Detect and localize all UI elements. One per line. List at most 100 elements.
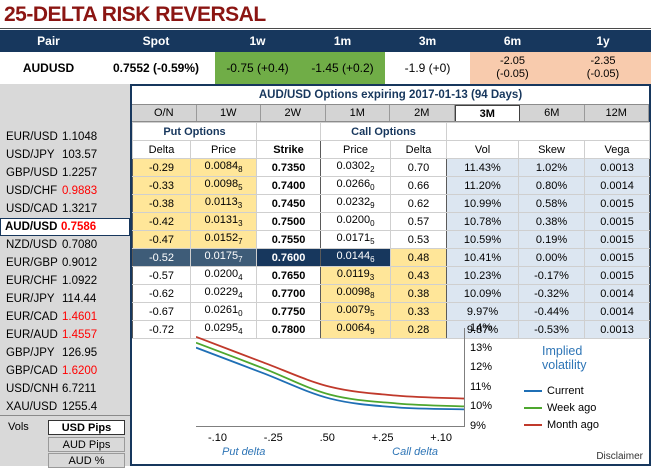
skew: 0.80% <box>518 176 586 195</box>
call-delta: 0.48 <box>390 248 448 267</box>
put-price: 0.01313 <box>189 212 258 231</box>
summary-col-3m: 3m <box>418 34 437 48</box>
option-row[interactable]: -0.33 0.00985 0.7400 0.02660 0.66 11.20%… <box>132 176 651 195</box>
put-price: 0.02610 <box>189 302 258 321</box>
tab-2w[interactable]: 2W <box>261 105 326 121</box>
call-price: 0.01715 <box>320 230 392 249</box>
strike: 0.7400 <box>256 176 322 195</box>
option-row[interactable]: -0.42 0.01313 0.7500 0.02000 0.57 10.78%… <box>132 212 651 231</box>
option-row[interactable]: -0.62 0.02294 0.7700 0.00988 0.38 10.09%… <box>132 284 651 303</box>
put-price: 0.01527 <box>189 230 258 249</box>
tab-on[interactable]: O/N <box>132 105 197 121</box>
put-price: 0.02954 <box>189 320 258 339</box>
col-call-price: Price <box>320 140 392 159</box>
sidebar-pair-usdchf[interactable]: USD/CHF 0.9883 <box>6 185 98 197</box>
vol: 11.20% <box>446 176 520 195</box>
vega: 0.0015 <box>584 248 651 267</box>
skew: 0.38% <box>518 212 586 231</box>
skew: 0.58% <box>518 194 586 213</box>
put-price: 0.00985 <box>189 176 258 195</box>
tab-6m[interactable]: 6M <box>520 105 585 121</box>
sidebar-pair-audusd-selected[interactable]: AUD/USD 0.7586 <box>0 218 130 236</box>
vega: 0.0013 <box>584 320 651 339</box>
legend-title: Implied volatility <box>542 344 587 372</box>
option-row[interactable]: -0.57 0.02004 0.7650 0.01193 0.43 10.23%… <box>132 266 651 285</box>
col-call-delta: Delta <box>390 140 448 159</box>
tab-1m[interactable]: 1M <box>325 105 390 121</box>
sidebar-pair-xauusd[interactable]: XAU/USD 1255.4 <box>0 398 130 416</box>
strike: 0.7800 <box>256 320 322 339</box>
sidebar-pair-gbpusd[interactable]: GBP/USD 1.2257 <box>6 167 98 179</box>
call-options-header: Call Options <box>320 122 448 141</box>
sidebar-pair-eurcad[interactable]: EUR/CAD 1.4601 <box>6 311 98 323</box>
summary-rr-1y-change: (-0.05) <box>586 68 620 80</box>
summary-col-6m: 6m <box>503 34 522 48</box>
tab-3m[interactable]: 3M <box>454 105 520 121</box>
put-price: 0.02004 <box>189 266 258 285</box>
option-row[interactable]: -0.47 0.01527 0.7550 0.01715 0.53 10.59%… <box>132 230 651 249</box>
col-vol: Vol <box>446 140 520 159</box>
put-price: 0.00848 <box>189 158 258 177</box>
tenor-tabs: O/N 1W 2W 1M 2M 3M 6M 12M <box>132 104 649 122</box>
vols-mode-usd-pips[interactable]: USD Pips <box>48 420 125 435</box>
summary-pair-value: AUDUSD <box>22 61 75 75</box>
vols-mode-aud-pct[interactable]: AUD % <box>48 453 125 468</box>
sidebar-pair-usdjpy[interactable]: USD/JPY 103.57 <box>6 149 98 161</box>
summary-rr-6m-change: (-0.05) <box>496 68 529 80</box>
sidebar-pair-eurusd[interactable]: EUR/USD 1.1048 <box>6 131 98 143</box>
disclaimer-link[interactable]: Disclaimer <box>596 451 643 462</box>
sidebar-pair-usdcad[interactable]: USD/CAD 1.3217 <box>6 203 98 215</box>
sidebar-pair-eurgbp[interactable]: EUR/GBP 0.9012 <box>6 257 98 269</box>
sidebar-pair-gbpcad[interactable]: GBP/CAD 1.6200 <box>6 365 98 377</box>
call-price: 0.03022 <box>320 158 392 177</box>
summary-rr-6m-value: -2.05 <box>499 55 526 67</box>
put-delta: -0.57 <box>132 266 191 285</box>
put-options-header: Put Options <box>131 122 258 141</box>
sidebar-pair-gbpjpy[interactable]: GBP/JPY 126.95 <box>6 347 98 359</box>
vol: 10.41% <box>446 248 520 267</box>
week-ago-line-swatch-icon <box>524 406 542 409</box>
strike: 0.7550 <box>256 230 322 249</box>
summary-rr-1y: -2.35 (-0.05) <box>555 52 651 84</box>
tab-12m[interactable]: 12M <box>584 105 649 121</box>
put-delta: -0.62 <box>132 284 191 303</box>
put-price: 0.01757 <box>189 248 258 267</box>
strike: 0.7750 <box>256 302 322 321</box>
vega: 0.0014 <box>584 284 651 303</box>
vega: 0.0014 <box>584 302 651 321</box>
sidebar-pair-eurchf[interactable]: EUR/CHF 1.0922 <box>6 275 98 287</box>
put-delta: -0.72 <box>132 320 191 339</box>
strike: 0.7650 <box>256 266 322 285</box>
call-price: 0.01446 <box>320 248 392 267</box>
option-row-selected[interactable]: -0.52 0.01757 0.7600 0.01446 0.48 10.41%… <box>132 248 651 267</box>
tab-2m[interactable]: 2M <box>390 105 455 121</box>
strike: 0.7450 <box>256 194 322 213</box>
skew: -0.44% <box>518 302 586 321</box>
put-delta: -0.29 <box>132 158 191 177</box>
sidebar-pair-euraud[interactable]: EUR/AUD 1.4557 <box>6 329 98 341</box>
legend-item-month-ago: Month ago <box>524 416 645 433</box>
summary-rr-1m: -1.45 (+0.2) <box>300 52 385 84</box>
call-delta: 0.70 <box>390 158 448 177</box>
sidebar-pair-nzdusd[interactable]: NZD/USD 0.7080 <box>6 239 98 251</box>
summary-rr-1y-value: -2.35 <box>590 55 616 67</box>
option-row[interactable]: -0.67 0.02610 0.7750 0.00795 0.33 9.97% … <box>132 302 651 321</box>
pair-summary-table: Pair Spot 1w 1m 3m 6m 1y AUDUSD 0.7552 (… <box>0 30 651 84</box>
call-price: 0.00649 <box>320 320 392 339</box>
strike: 0.7350 <box>256 158 322 177</box>
skew: -0.17% <box>518 266 586 285</box>
tab-1w[interactable]: 1W <box>196 105 261 121</box>
skew: 0.00% <box>518 248 586 267</box>
call-delta: 0.57 <box>390 212 448 231</box>
skew: -0.53% <box>518 320 586 339</box>
sidebar-pair-usdcnh[interactable]: USD/CNH 6.7211 <box>6 383 97 395</box>
strike: 0.7600 <box>256 248 322 267</box>
option-row[interactable]: -0.29 0.00848 0.7350 0.03022 0.70 11.43%… <box>132 158 651 177</box>
sidebar-pair-eurjpy[interactable]: EUR/JPY 114.44 <box>6 293 97 305</box>
summary-col-1m: 1m <box>333 34 352 48</box>
summary-spot-value: 0.7552 (-0.59%) <box>112 61 200 75</box>
option-row[interactable]: -0.38 0.01133 0.7450 0.02329 0.62 10.99%… <box>132 194 651 213</box>
vol: 10.59% <box>446 230 520 249</box>
vols-mode-aud-pips[interactable]: AUD Pips <box>48 437 125 452</box>
vol: 10.99% <box>446 194 520 213</box>
